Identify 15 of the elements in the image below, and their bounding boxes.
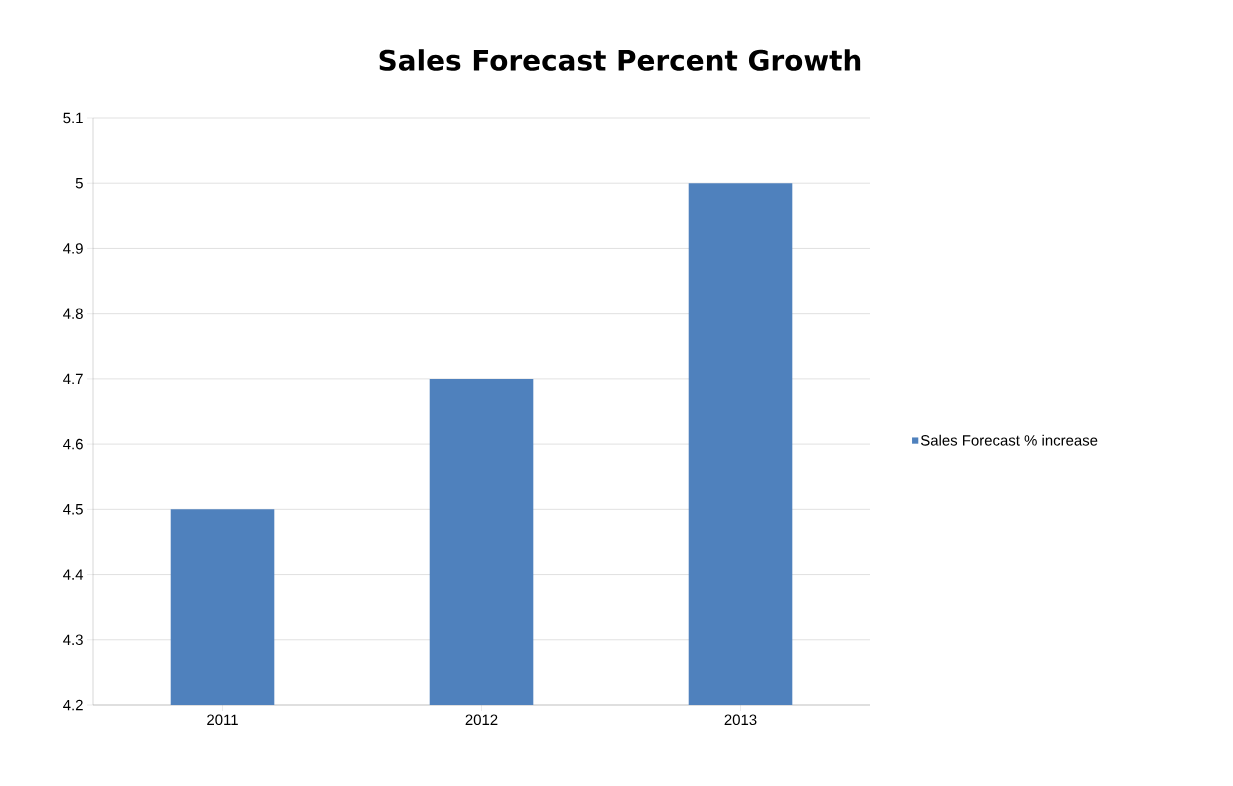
x-tick-label: 2011 <box>207 714 238 726</box>
x-tick-label: 2013 <box>724 714 757 726</box>
y-tick-label: 4.3 <box>63 634 83 646</box>
x-tick-label: 2012 <box>465 714 498 726</box>
y-tick-label: 4.7 <box>63 373 83 385</box>
legend-label: Sales Forecast % increase <box>920 434 1098 446</box>
y-tick-label: 4.9 <box>63 243 83 254</box>
y-tick-label: 5.1 <box>63 112 83 124</box>
y-tick-label: 4.4 <box>63 569 84 580</box>
y-tick-label: 5 <box>75 178 83 189</box>
y-tick-label: 4.6 <box>63 438 83 450</box>
y-tick-label: 4.8 <box>63 308 83 319</box>
y-tick-label: 4.2 <box>63 699 83 711</box>
chart-title: Sales Forecast Percent Growth <box>379 49 861 71</box>
y-tick-label: 4.5 <box>63 504 83 515</box>
